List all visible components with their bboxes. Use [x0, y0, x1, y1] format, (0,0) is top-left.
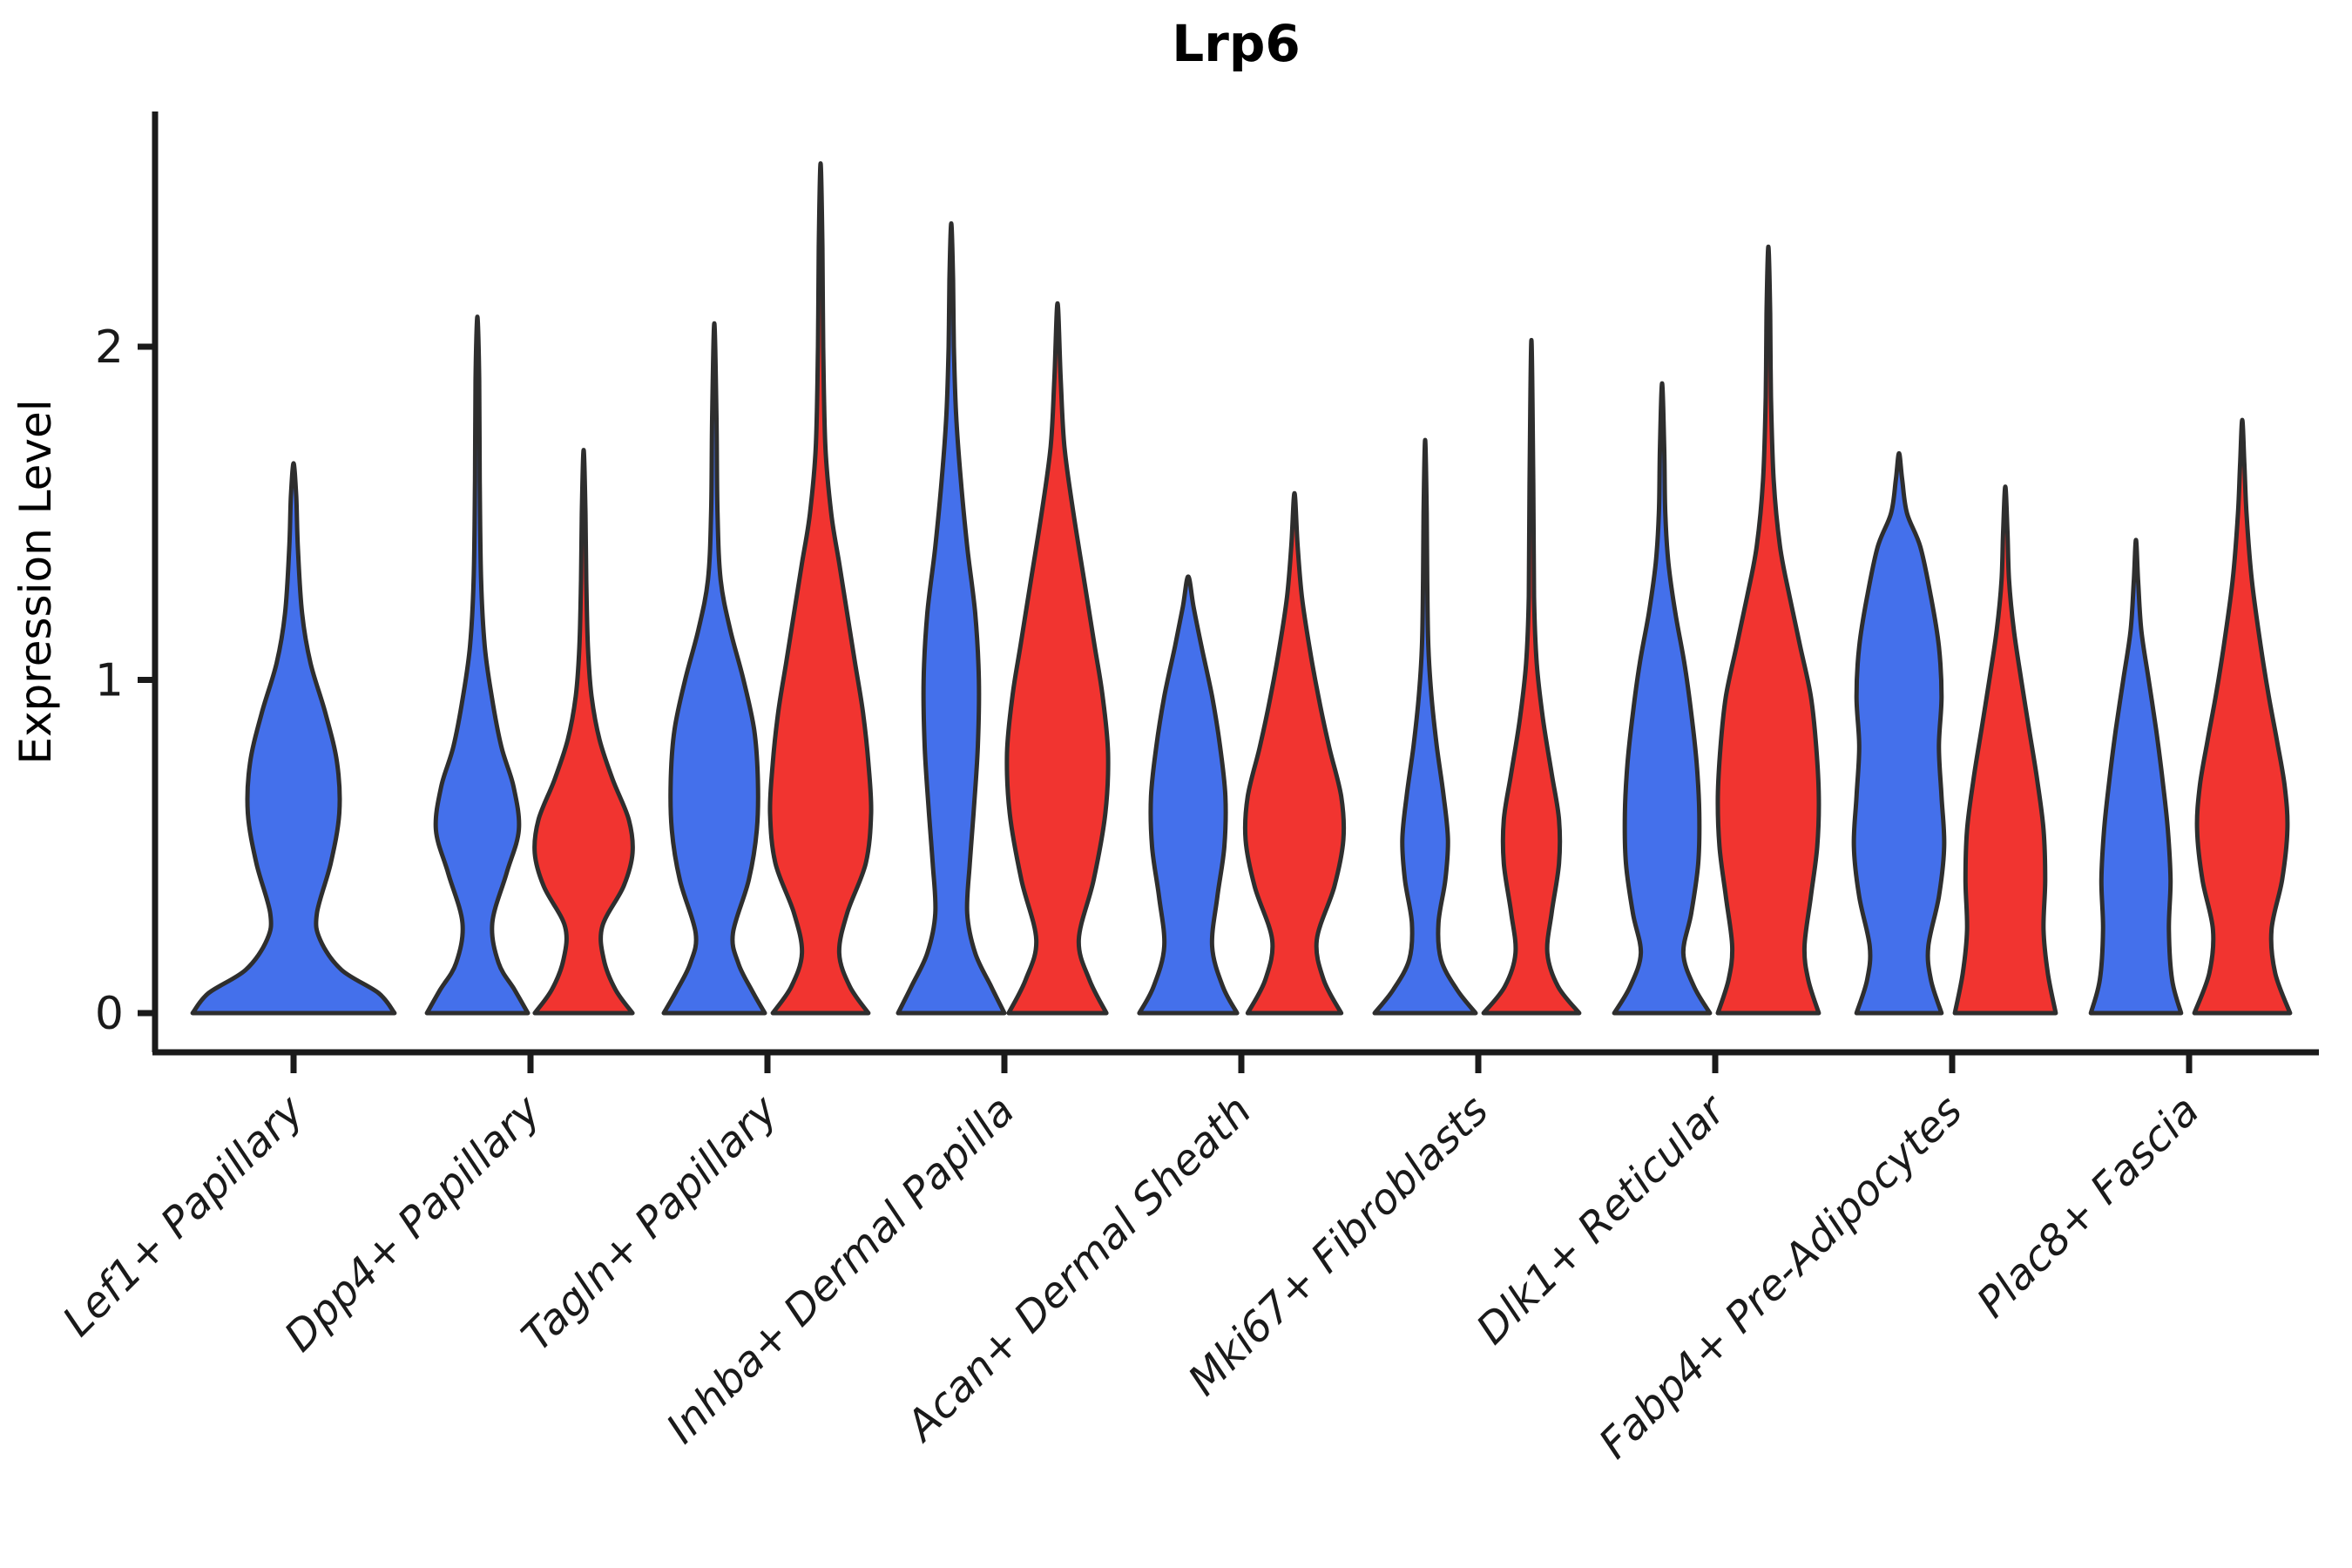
- violin-acan-dermal-sheath-red: [1242, 490, 1347, 1016]
- violin-dlk1-reticular-red: [1715, 244, 1821, 1016]
- violin-fabp4-pre-adipocytes-red: [1952, 484, 2058, 1016]
- y-tick-label-0: 0: [95, 988, 124, 1040]
- violin-tagln-papillary-red: [767, 161, 874, 1016]
- violin-lef1-papillary-blue: [190, 461, 397, 1016]
- violin-dlk1-reticular-blue: [1612, 381, 1713, 1016]
- violin-fabp4-pre-adipocytes-blue: [1851, 450, 1947, 1016]
- violin-acan-dermal-sheath-blue: [1137, 574, 1240, 1016]
- violin-plac8-fascia-red: [2192, 417, 2293, 1016]
- x-tick-label-lef1-papillary: Lef1+ Papillary: [53, 1085, 314, 1346]
- violin-plac8-fascia-blue: [2088, 537, 2184, 1016]
- y-tick-label-2: 2: [95, 321, 124, 374]
- violin-inhba-dermal-papilla-red: [1004, 301, 1111, 1016]
- violin-group: [190, 161, 2293, 1016]
- violin-tagln-papillary-blue: [661, 321, 767, 1016]
- violin-inhba-dermal-papilla-blue: [896, 221, 1007, 1016]
- x-tick-label-dpp4-papillary: Dpp4+ Papillary: [275, 1085, 551, 1361]
- y-axis-ticks: 0 1 2: [95, 321, 155, 1040]
- violin-dpp4-papillary-red: [532, 448, 635, 1016]
- y-tick-label-1: 1: [95, 655, 124, 707]
- x-tick-label-tagln-papillary: Tagln+ Papillary: [512, 1085, 787, 1361]
- violin-dpp4-papillary-blue: [424, 314, 531, 1016]
- x-tick-label-plac8-fascia: Plac8+ Fascia: [1968, 1086, 2209, 1328]
- violin-mki67-fibroblasts-blue: [1372, 437, 1478, 1016]
- violin-mki67-fibroblasts-red: [1481, 337, 1582, 1016]
- x-tick-label-dlk1-reticular: Dlk1+ Reticular: [1467, 1085, 1737, 1355]
- chart-title: Lrp6: [1172, 14, 1300, 73]
- y-axis-label: Expression Level: [10, 399, 61, 764]
